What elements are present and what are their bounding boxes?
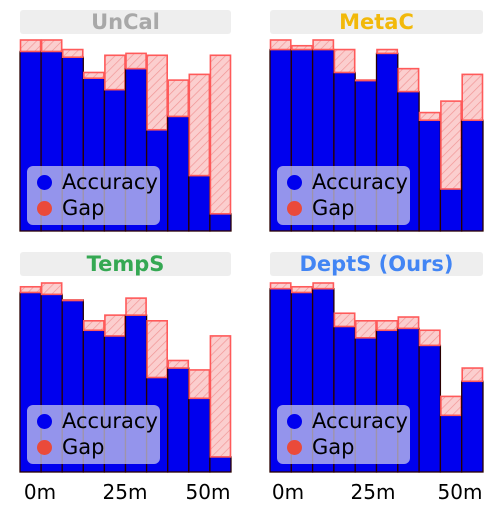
legend-temps: Accuracy Gap (27, 405, 160, 464)
legend-gap-label: Gap (312, 196, 355, 220)
gap-bar (104, 314, 126, 337)
gap-bar (19, 39, 42, 53)
x-tick-label: 25m (350, 480, 396, 504)
gap-legend-dot (37, 439, 52, 455)
chart-title-temps: TempS (20, 252, 231, 276)
accuracy-legend-dot (287, 413, 302, 429)
gap-bar (82, 319, 105, 332)
legend-accuracy-label: Accuracy (312, 170, 408, 194)
gap-bar (40, 39, 63, 53)
gap-bar (461, 73, 484, 122)
accuracy-bar (418, 119, 442, 232)
gap-bar (440, 395, 462, 417)
gap-bar (461, 367, 484, 383)
gap-bar (397, 316, 420, 330)
chart-title-uncal: UnCal (20, 10, 231, 34)
gap-bar (104, 54, 126, 91)
accuracy-bar (461, 119, 484, 232)
accuracy-bar (209, 213, 232, 232)
gap-legend-dot (37, 200, 52, 216)
legend-gap-label: Gap (312, 435, 355, 459)
accuracy-bar (167, 367, 190, 473)
accuracy-bar (188, 397, 211, 473)
legend-gap-label: Gap (62, 196, 105, 220)
chart-title-metac: MetaC (270, 10, 483, 34)
gap-bar (440, 100, 462, 190)
gap-bar (61, 299, 84, 302)
gap-bar (82, 71, 105, 80)
legend-accuracy-label: Accuracy (312, 409, 408, 433)
accuracy-bar (188, 174, 211, 232)
gap-bar (333, 312, 356, 328)
gap-bar (209, 54, 232, 215)
gap-bar (376, 48, 399, 55)
accuracy-bar (209, 456, 232, 473)
x-tick-label: 50m (185, 480, 231, 504)
legend-accuracy-label: Accuracy (62, 170, 158, 194)
legend-uncal: Accuracy Gap (27, 166, 160, 225)
gap-bar (125, 297, 147, 316)
gap-bar (290, 285, 313, 294)
legend-accuracy-label: Accuracy (62, 409, 158, 433)
gap-legend-dot (287, 200, 302, 216)
gap-bar (167, 79, 190, 118)
gap-bar (376, 319, 399, 332)
accuracy-bar (439, 188, 463, 232)
gap-bar (146, 54, 168, 131)
accuracy-bar (439, 414, 463, 473)
gap-bar (19, 285, 42, 294)
accuracy-bar (461, 380, 484, 473)
gap-bar (269, 282, 292, 290)
gap-bar (290, 44, 313, 51)
legend-gap-label: Gap (62, 435, 105, 459)
gap-bar (188, 73, 211, 177)
chart-title-depts: DeptS (Ours) (270, 252, 483, 276)
gap-bar (167, 359, 190, 369)
gap-bar (125, 52, 147, 70)
gap-bar (354, 319, 377, 339)
gap-bar (269, 39, 292, 51)
legend-metac: Accuracy Gap (277, 166, 410, 225)
gap-bar (354, 79, 377, 82)
gap-legend-dot (287, 439, 302, 455)
accuracy-bar (167, 115, 190, 232)
gap-bar (61, 48, 84, 58)
accuracy-legend-dot (37, 413, 52, 429)
gap-bar (209, 335, 232, 458)
x-tick-label: 25m (102, 480, 148, 504)
gap-bar (418, 329, 441, 347)
accuracy-legend-dot (37, 174, 52, 190)
accuracy-legend-dot (287, 174, 302, 190)
gap-bar (418, 111, 441, 122)
x-tick-label: 0m (271, 480, 305, 504)
gap-bar (188, 369, 211, 400)
x-tick-label: 50m (437, 480, 483, 504)
accuracy-bar (418, 344, 442, 473)
gap-bar (40, 282, 63, 296)
gap-bar (312, 39, 335, 51)
gap-bar (333, 48, 356, 74)
gap-bar (397, 67, 420, 93)
x-tick-label: 0m (23, 480, 57, 504)
gap-bar (312, 282, 335, 290)
gap-bar (146, 319, 168, 379)
legend-depts: Accuracy Gap (277, 405, 410, 464)
